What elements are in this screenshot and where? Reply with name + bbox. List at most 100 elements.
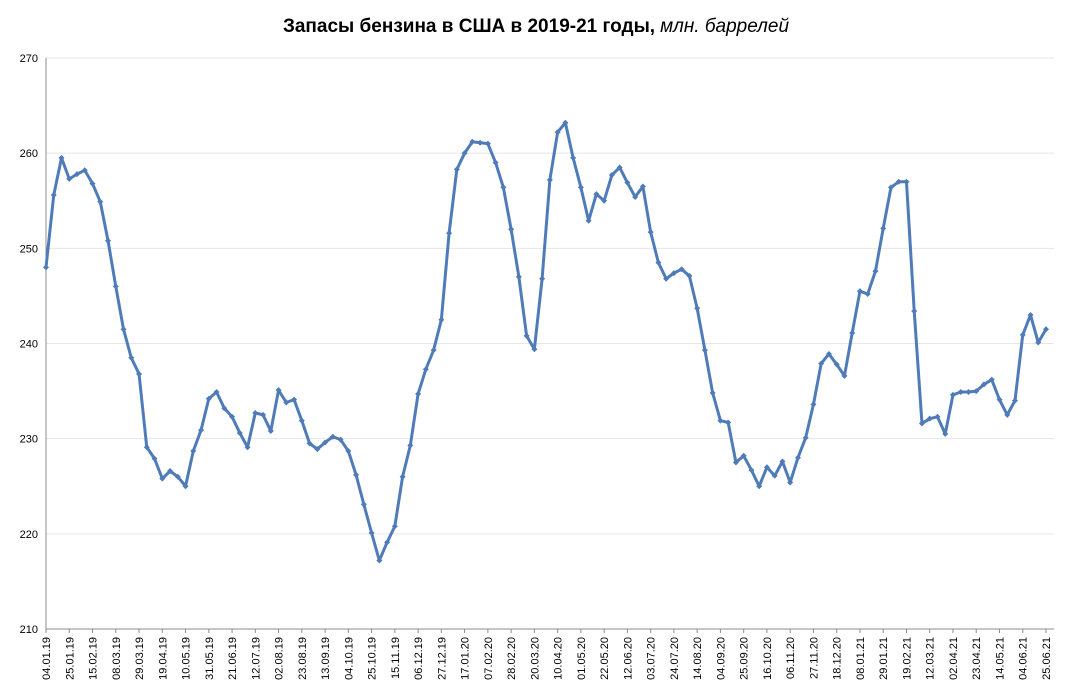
x-tick-label: 16.10.20 <box>762 637 774 680</box>
data-point <box>911 308 918 315</box>
data-point <box>260 411 267 418</box>
data-point <box>236 429 243 436</box>
x-tick-label: 14.08.20 <box>692 637 704 680</box>
data-point <box>337 436 344 443</box>
x-tick-label: 14.05.21 <box>994 637 1006 680</box>
data-point <box>980 381 987 388</box>
x-tick-label: 23.08.19 <box>297 637 309 680</box>
data-point <box>593 191 600 198</box>
data-point <box>221 405 228 412</box>
data-point <box>136 370 143 377</box>
data-point <box>864 291 871 298</box>
data-point <box>384 539 391 546</box>
data-point <box>345 448 352 455</box>
data-point <box>97 198 104 205</box>
series-line <box>44 121 1048 562</box>
x-tick-label: 01.05.20 <box>576 637 588 680</box>
data-point <box>229 413 236 420</box>
data-point <box>639 183 646 190</box>
data-point <box>818 360 825 367</box>
chart-title: Запасы бензина в США в 2019-21 годы, млн.… <box>283 16 790 37</box>
data-point <box>562 119 569 126</box>
data-point <box>244 444 251 451</box>
data-point <box>833 361 840 368</box>
data-point <box>105 237 112 244</box>
data-point <box>973 388 980 395</box>
data-point <box>965 389 972 396</box>
series-inventory <box>43 119 1049 564</box>
data-point <box>399 473 406 480</box>
data-point <box>453 166 460 173</box>
data-point <box>58 154 65 161</box>
data-point <box>314 446 321 453</box>
chart-title-main: Запасы бензина в США в 2019-21 годы, <box>283 16 655 37</box>
x-tick-label: 02.08.19 <box>274 637 286 680</box>
x-tick-label: 18.12.20 <box>832 637 844 680</box>
data-point <box>167 468 174 475</box>
data-point <box>1027 311 1034 318</box>
data-point <box>756 483 763 490</box>
data-point <box>570 154 577 161</box>
data-point <box>291 396 298 403</box>
x-tick-label: 19.04.19 <box>157 637 169 680</box>
data-point <box>1011 397 1018 404</box>
data-point <box>740 452 747 459</box>
x-tick-label: 03.07.20 <box>646 637 658 680</box>
data-point <box>43 264 49 271</box>
data-point <box>89 180 96 187</box>
data-point <box>887 184 894 191</box>
data-point <box>322 439 329 446</box>
data-point <box>616 164 623 171</box>
data-point <box>601 197 608 204</box>
data-point <box>461 150 468 157</box>
data-point <box>523 332 530 339</box>
data-point <box>670 270 677 277</box>
data-point <box>329 433 336 440</box>
y-tick-label: 220 <box>20 529 38 541</box>
data-point <box>872 268 879 275</box>
data-point <box>779 458 786 465</box>
data-point <box>701 347 708 354</box>
data-point <box>422 366 429 373</box>
data-point <box>1043 326 1049 333</box>
axes <box>45 58 1054 630</box>
gridlines <box>46 57 1054 535</box>
data-point <box>686 272 693 279</box>
data-point <box>918 420 925 427</box>
data-point <box>151 455 158 462</box>
x-tick-label: 22.05.20 <box>599 637 611 680</box>
y-tick-label: 260 <box>20 148 38 160</box>
x-tick-label: 06.11.20 <box>785 637 797 679</box>
x-tick-label: 24.07.20 <box>669 637 681 680</box>
data-point <box>1004 411 1011 418</box>
data-point <box>794 454 801 461</box>
chart-title-unit: млн. баррелей <box>660 16 789 37</box>
data-point <box>903 178 910 185</box>
data-point <box>1019 331 1026 338</box>
x-tick-label: 15.11.19 <box>390 637 402 679</box>
data-point <box>810 401 817 408</box>
x-tick-label: 25.06.21 <box>1041 637 1053 680</box>
data-point <box>391 523 398 530</box>
data-point <box>306 440 313 447</box>
data-point <box>143 444 150 451</box>
data-point <box>446 230 453 237</box>
x-tick-label: 08.03.19 <box>111 637 123 680</box>
data-point <box>856 288 863 295</box>
data-point <box>732 459 739 466</box>
x-tick-label: 31.05.19 <box>204 637 216 680</box>
x-tick-label: 27.12.19 <box>436 637 448 680</box>
data-point <box>515 273 522 280</box>
data-point <box>655 259 662 266</box>
data-point <box>748 467 755 474</box>
data-point <box>353 471 360 478</box>
data-point <box>539 275 546 282</box>
data-point <box>880 225 887 232</box>
data-point <box>988 376 995 383</box>
x-tick-label: 21.06.19 <box>227 637 239 680</box>
data-point <box>275 387 282 394</box>
data-point <box>608 172 615 179</box>
x-tick-label: 07.02.20 <box>483 637 495 680</box>
data-point <box>934 413 941 420</box>
data-point <box>376 557 383 564</box>
